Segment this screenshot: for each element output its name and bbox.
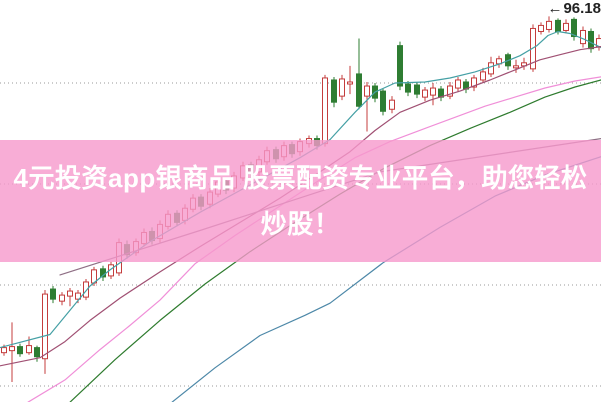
promo-banner-overlay[interactable]: 4元投资app银商品 股票配资专业平台，助您轻松 炒股！ (0, 140, 601, 262)
last-price-value: 96.18 (563, 0, 601, 17)
left-arrow-icon: ← (547, 0, 563, 17)
promo-banner-text-line2: 炒股！ (260, 209, 341, 239)
promo-banner-text-line1: 4元投资app银商品 股票配资专业平台，助您轻松 (13, 163, 588, 193)
last-price-label: ← 96.18 (547, 1, 601, 17)
